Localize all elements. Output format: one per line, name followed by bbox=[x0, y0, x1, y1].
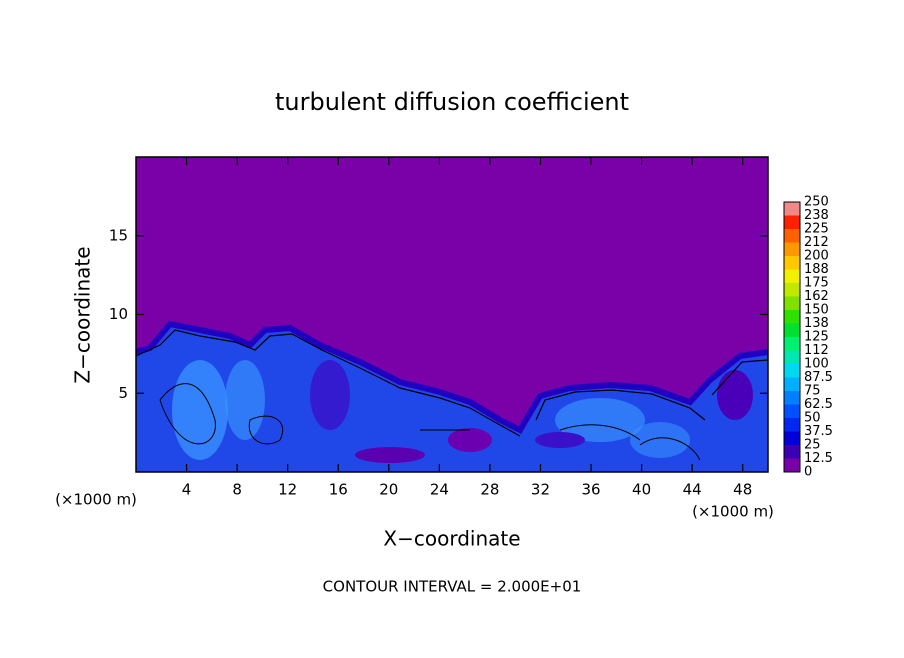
x-tick-label: 24 bbox=[430, 481, 449, 499]
colorbar-label: 0 bbox=[804, 465, 812, 480]
colorbar-bin bbox=[784, 323, 800, 337]
colorbar-bin bbox=[784, 364, 800, 378]
colorbar-bin bbox=[784, 229, 800, 243]
x-tick-label: 4 bbox=[182, 481, 192, 499]
x-tick-label: 12 bbox=[278, 481, 297, 499]
x-tick-label: 20 bbox=[379, 481, 398, 499]
colorbar-label: 50 bbox=[804, 411, 821, 426]
y-tick-label: 10 bbox=[109, 305, 128, 323]
colorbar-label: 250 bbox=[804, 195, 829, 210]
colorbar-label: 138 bbox=[804, 316, 829, 331]
colorbar-label: 100 bbox=[804, 357, 829, 372]
colorbar-label: 112 bbox=[804, 343, 829, 358]
colorbar-label: 25 bbox=[804, 438, 821, 453]
colorbar-bin bbox=[784, 296, 800, 310]
x-tick-label: 40 bbox=[632, 481, 651, 499]
colorbar-label: 175 bbox=[804, 276, 829, 291]
colorbar-bin bbox=[784, 458, 800, 472]
colorbar-bin bbox=[784, 418, 800, 432]
y-tick-label: 5 bbox=[118, 384, 128, 402]
x-tick-label: 28 bbox=[480, 481, 499, 499]
colorbar-bin bbox=[784, 310, 800, 324]
x-unit-right: (×1000 m) bbox=[692, 503, 774, 521]
colorbar-bin bbox=[784, 283, 800, 297]
colorbar-label: 162 bbox=[804, 289, 829, 304]
colorbar-label: 62.5 bbox=[804, 397, 833, 412]
colorbar-frame bbox=[783, 201, 801, 473]
colorbar-bin bbox=[784, 202, 800, 216]
colorbar-label: 125 bbox=[804, 330, 829, 345]
colorbar-label: 150 bbox=[804, 303, 829, 318]
x-tick-label: 36 bbox=[581, 481, 600, 499]
x-tick-label: 32 bbox=[531, 481, 550, 499]
colorbar-bin bbox=[784, 242, 800, 256]
x-tick-label: 48 bbox=[733, 481, 752, 499]
footer-note: CONTOUR INTERVAL = 2.000E+01 bbox=[323, 578, 582, 596]
x-tick-label: 8 bbox=[232, 481, 242, 499]
colorbar-label: 75 bbox=[804, 384, 821, 399]
chart-title: turbulent diffusion coefficient bbox=[275, 88, 629, 116]
colorbar-bin bbox=[784, 391, 800, 405]
colorbar-bin bbox=[784, 445, 800, 459]
x-tick-label: 44 bbox=[683, 481, 702, 499]
colorbar-bin bbox=[784, 431, 800, 445]
colorbar-label: 212 bbox=[804, 235, 829, 250]
colorbar-label: 225 bbox=[804, 222, 829, 237]
colorbar-bin bbox=[784, 256, 800, 270]
colorbar-label: 87.5 bbox=[804, 370, 833, 385]
colorbar-label: 12.5 bbox=[804, 451, 833, 466]
colorbar-bin bbox=[784, 337, 800, 351]
x-tick-label: 16 bbox=[329, 481, 348, 499]
colorbar-bin bbox=[784, 350, 800, 364]
colorbar-bin bbox=[784, 269, 800, 283]
y-tick-label: 15 bbox=[109, 226, 128, 244]
contour-field bbox=[136, 157, 768, 472]
colorbar-label: 238 bbox=[804, 208, 829, 223]
colorbar-label: 188 bbox=[804, 262, 829, 277]
colorbar-bin bbox=[784, 377, 800, 391]
x-unit-left: (×1000 m) bbox=[55, 491, 137, 509]
colorbar-bin bbox=[784, 404, 800, 418]
colorbar-bin bbox=[784, 215, 800, 229]
colorbar-label: 37.5 bbox=[804, 424, 833, 439]
y-axis-label: Z−coordinate bbox=[71, 246, 95, 383]
colorbar-label: 200 bbox=[804, 249, 829, 264]
x-axis-label: X−coordinate bbox=[383, 527, 520, 551]
